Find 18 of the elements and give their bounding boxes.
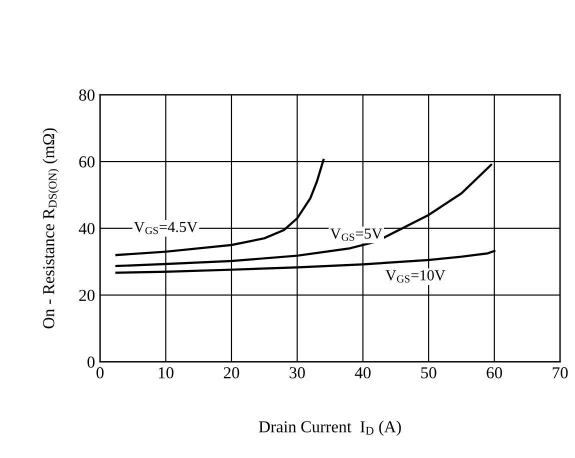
x-tick-label: 70 (552, 367, 568, 378)
y-tick-label: 20 (79, 290, 95, 302)
x-tick-label: 0 (96, 367, 104, 378)
x-tick-label: 40 (354, 367, 371, 378)
y-tick-label: 60 (79, 156, 95, 168)
x-tick-label: 20 (224, 367, 240, 378)
y-axis-title: On - Resistance R$_{DS(ON)}$ (mΩ) (42, 128, 59, 328)
series-label: V$_{GS}$=10V (386, 270, 446, 283)
x-tick-label: 10 (158, 367, 174, 378)
series-label: V$_{GS}$=4.5V (134, 222, 198, 234)
y-tick-label: 80 (79, 90, 95, 101)
x-tick-label: 30 (290, 367, 305, 378)
y-tick-label: 0 (87, 356, 95, 368)
x-tick-label: 50 (421, 367, 436, 378)
x-tick-label: 60 (486, 367, 502, 378)
x-axis-title: Drain Current I$_{D}$ (A) (258, 420, 401, 436)
y-tick-label: 40 (78, 223, 95, 234)
series-label: V$_{GS}$=5V (330, 228, 382, 241)
